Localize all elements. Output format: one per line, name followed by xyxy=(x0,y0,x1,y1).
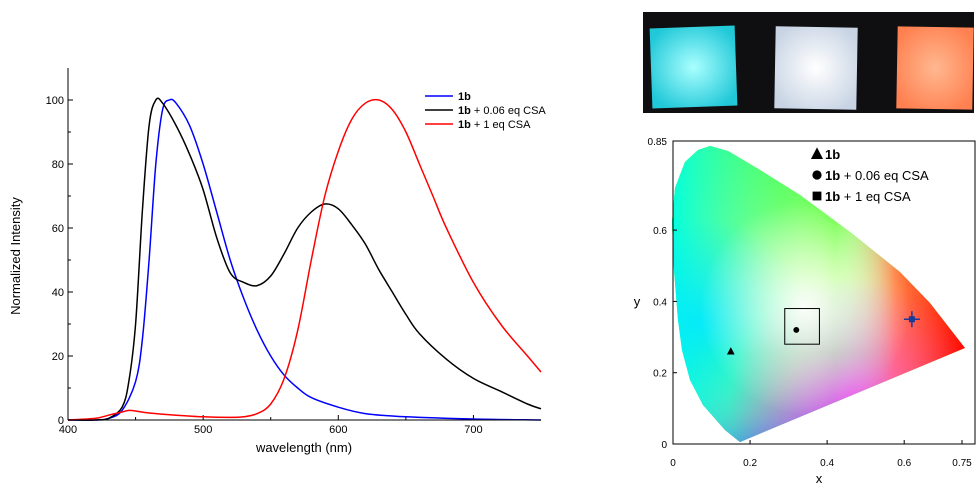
cie-x-tick-label: 0 xyxy=(670,458,676,469)
y-tick-label: 40 xyxy=(52,287,64,299)
cie-legend-entry-2: 1b + 1 eq CSA xyxy=(825,189,911,204)
cie-x-axis-label: x xyxy=(816,471,823,484)
cie-x-tick-label: 0.75 xyxy=(952,458,972,469)
cie-y-tick-label: 0.2 xyxy=(653,369,667,380)
cie-y-tick-label: 0 xyxy=(661,440,667,451)
emission-spectra-chart: 400 500 600 700 0 20 40 60 80 100 wavelength (nm)… xyxy=(8,68,546,455)
series-line-2 xyxy=(67,98,542,421)
x-axis-label: wavelength (nm) xyxy=(255,440,352,455)
film-1b xyxy=(649,25,738,109)
cie-y-tick-label: 0.4 xyxy=(653,297,667,308)
cie-gamut-region xyxy=(672,146,965,442)
legend-entry-1: 1b + 0.06 eq CSA xyxy=(458,105,546,117)
cie-legend-entry-1: 1b + 0.06 eq CSA xyxy=(825,168,929,183)
cie-highlight-box xyxy=(784,308,820,345)
cie-legend-entry-0: 1b xyxy=(825,147,840,162)
x-tick-label: 600 xyxy=(329,424,347,436)
y-tick-label: 100 xyxy=(46,95,64,107)
x-tick-label: 700 xyxy=(464,424,482,436)
cie-legend-marker-1 xyxy=(812,170,822,180)
y-tick-label: 60 xyxy=(52,223,64,235)
legend-entry-2: 1b + 1 eq CSA xyxy=(458,119,531,131)
film-photograph xyxy=(643,12,974,113)
cie-y-tick-label: 0.85 xyxy=(648,137,668,148)
y-axis-label: Normalized Intensity xyxy=(8,197,23,315)
series-line-0 xyxy=(67,98,542,421)
y-tick-label: 80 xyxy=(52,159,64,171)
cie-x-tick-label: 0.4 xyxy=(820,458,834,469)
cie-point-0 xyxy=(726,347,735,355)
y-tick-label: 0 xyxy=(58,415,64,427)
cie-point-1 xyxy=(793,326,800,333)
cie-y-axis-label: y xyxy=(634,294,641,309)
spectra-legend: 1b 1b + 0.06 eq CSA 1b + 1 eq CSA xyxy=(425,91,546,131)
legend-entry-0: 1b xyxy=(458,91,471,103)
cie-legend-marker-0 xyxy=(810,147,824,159)
y-tick-label: 20 xyxy=(52,351,64,363)
cie-chromaticity-chart: 0 0.2 0.4 0.6 0.75 0 0.2 0.4 0.6 0.85 x y 1b 1b + … xyxy=(634,137,976,484)
cie-x-tick-label: 0.2 xyxy=(743,458,757,469)
series-line-1 xyxy=(67,97,542,421)
cie-point-2 xyxy=(908,316,915,323)
cie-y-tick-label: 0.6 xyxy=(653,226,667,237)
film-1b-0.06-eq-csa xyxy=(774,26,858,110)
cie-x-tick-label: 0.6 xyxy=(897,458,911,469)
x-tick-label: 500 xyxy=(194,424,212,436)
cie-plot-frame xyxy=(672,140,976,445)
film-1b-1-eq-csa xyxy=(896,26,974,110)
cie-legend: 1b 1b + 0.06 eq CSA 1b + 1 eq CSA xyxy=(810,147,929,204)
cie-legend-marker-2 xyxy=(812,191,822,201)
x-tick-label: 400 xyxy=(59,424,77,436)
